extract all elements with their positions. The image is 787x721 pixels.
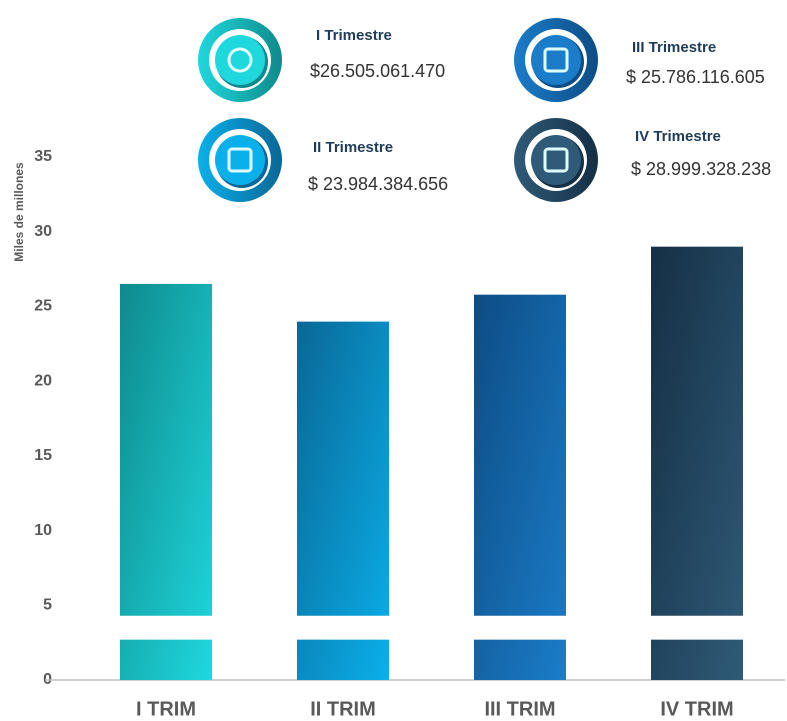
icon-core-shade	[531, 35, 581, 85]
icon-glyph	[543, 147, 569, 173]
x-tick-label: III TRIM	[484, 698, 555, 720]
quarter-icon	[198, 118, 282, 202]
quarter-title: I Trimestre	[316, 27, 392, 44]
x-tick-label: II TRIM	[310, 698, 376, 720]
bar	[651, 246, 743, 680]
data-label: $ 28.999.328.238	[631, 159, 771, 179]
y-axis-label: Miles de millones	[12, 162, 26, 262]
y-tick-label: 20	[34, 372, 52, 389]
data-label: $ 25.786.116.605	[626, 67, 765, 87]
icon-glyph	[227, 47, 253, 73]
y-tick-label: 5	[43, 597, 52, 614]
axis-break	[78, 615, 785, 640]
icon-core-shade	[215, 35, 265, 85]
y-tick-label: 35	[34, 148, 52, 165]
y-tick-label: 25	[34, 298, 52, 315]
quarter-title: III Trimestre	[632, 39, 716, 56]
y-tick-label: 10	[34, 522, 52, 539]
icon-core-shade	[531, 135, 581, 185]
icon-glyph	[543, 47, 569, 73]
x-tick-label: IV TRIM	[660, 698, 733, 720]
data-label: $ 23.984.384.656	[308, 174, 448, 194]
quarter-icon	[514, 118, 598, 202]
x-tick-label: I TRIM	[136, 698, 196, 720]
icon-core-shade	[215, 135, 265, 185]
quarter-title: II Trimestre	[313, 139, 393, 156]
quarter-title: IV Trimestre	[635, 128, 721, 145]
data-label: $26.505.061.470	[310, 61, 445, 81]
quarter-icon	[198, 18, 282, 102]
y-tick-label: 15	[34, 447, 52, 464]
y-tick-label: 30	[34, 223, 52, 240]
bar	[120, 283, 212, 680]
quarter-icon	[514, 18, 598, 102]
icon-glyph	[227, 147, 253, 173]
